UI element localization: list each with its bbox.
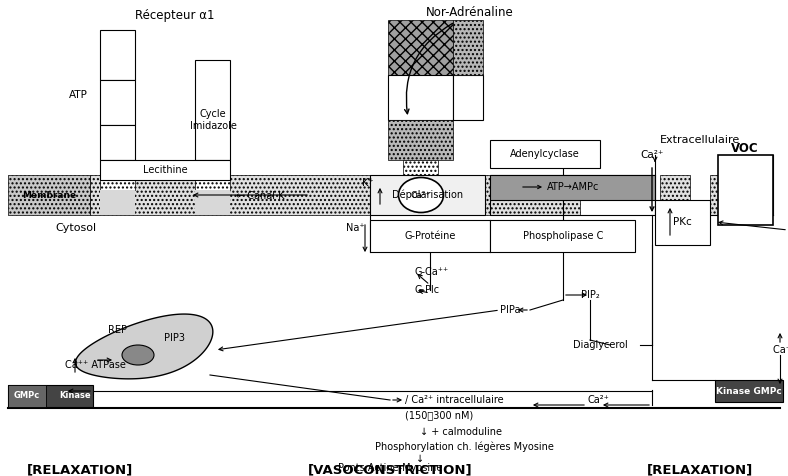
Bar [100,30,135,80]
Text: Ca⁺⁺ ATPase: Ca⁺⁺ ATPase [773,345,788,355]
Text: K⁺: K⁺ [362,178,374,188]
Bar [370,220,490,252]
Text: Lecithine: Lecithine [143,165,188,175]
Text: Ca²⁺: Ca²⁺ [641,150,663,160]
Bar [100,125,135,160]
Text: Ca²⁺: Ca²⁺ [411,190,431,199]
Text: Membrane: Membrane [22,190,76,199]
Text: ATP→AMPc: ATP→AMPc [547,182,599,192]
Bar [388,75,453,120]
Bar [490,220,635,252]
Bar [715,380,783,402]
Bar [710,175,745,215]
Bar [195,60,230,160]
Text: Récepteur α1: Récepteur α1 [136,9,215,21]
Bar [660,175,690,215]
Text: PIP3: PIP3 [165,333,185,343]
Ellipse shape [399,178,444,212]
Text: [RELAXATION]: [RELAXATION] [27,464,133,476]
Text: [VASOCONSTRICTION]: [VASOCONSTRICTION] [307,464,472,476]
Text: GMPc: GMPc [14,391,40,400]
Text: Ponts Actine-Myosine: Ponts Actine-Myosine [338,463,442,473]
Bar [100,160,135,190]
Text: Phosphorylation ch. légères Myosine: Phosphorylation ch. légères Myosine [375,442,554,452]
Text: Adenylcyclase: Adenylcyclase [510,149,580,159]
Text: VOC: VOC [731,141,759,155]
Text: ↓: ↓ [416,454,424,464]
Text: PIP₂: PIP₂ [581,290,600,300]
Text: PIPa: PIPa [500,305,520,315]
Bar [8,385,46,407]
Bar [403,160,438,215]
Text: PKc: PKc [673,217,691,227]
Text: (150⌒300 nM): (150⌒300 nM) [405,410,474,420]
Text: Na⁺: Na⁺ [347,223,365,233]
Bar [90,175,580,215]
Text: REP: REP [108,325,127,335]
Bar [195,190,230,215]
Bar [718,155,773,225]
Text: Kinase GMPc: Kinase GMPc [716,387,782,396]
Text: G-Protéine: G-Protéine [404,231,455,241]
Ellipse shape [122,345,154,365]
Text: Nor-Adrénaline: Nor-Adrénaline [426,6,514,19]
Bar [100,160,230,180]
Text: Phospholipase C: Phospholipase C [522,231,603,241]
Bar [370,175,485,215]
Bar [490,140,600,168]
Text: ATP: ATP [69,90,88,100]
Text: ← Canal K: ← Canal K [236,191,284,201]
Polygon shape [76,314,213,379]
Bar [100,190,135,215]
Bar [655,200,710,245]
Bar [8,175,90,215]
Text: G-Ca⁺⁺: G-Ca⁺⁺ [415,267,449,277]
Text: ↓ + calmoduline: ↓ + calmoduline [420,427,502,437]
Bar [490,175,655,200]
Text: / Ca²⁺ intracellulaire: / Ca²⁺ intracellulaire [405,395,504,405]
Bar [453,20,483,75]
Bar [195,160,230,190]
Text: Diaglycerol: Diaglycerol [573,340,627,350]
Text: Cytosol: Cytosol [55,223,96,233]
Bar [8,385,93,407]
Text: Dépolarisation: Dépolarisation [392,190,463,200]
Text: Extracellulaire: Extracellulaire [660,135,740,145]
Text: Kinase: Kinase [59,391,91,400]
Text: [RELAXATION]: [RELAXATION] [647,464,753,476]
Bar [490,175,655,215]
Text: Ca⁺⁺ ATPase: Ca⁺⁺ ATPase [65,360,126,370]
Bar [100,80,135,125]
Bar [453,75,483,120]
Text: Ca²⁺: Ca²⁺ [588,395,610,405]
Text: G-Plc: G-Plc [415,285,440,295]
Bar [388,20,453,75]
Bar [388,120,453,160]
Text: Cycle
Imidazole: Cycle Imidazole [190,109,236,131]
